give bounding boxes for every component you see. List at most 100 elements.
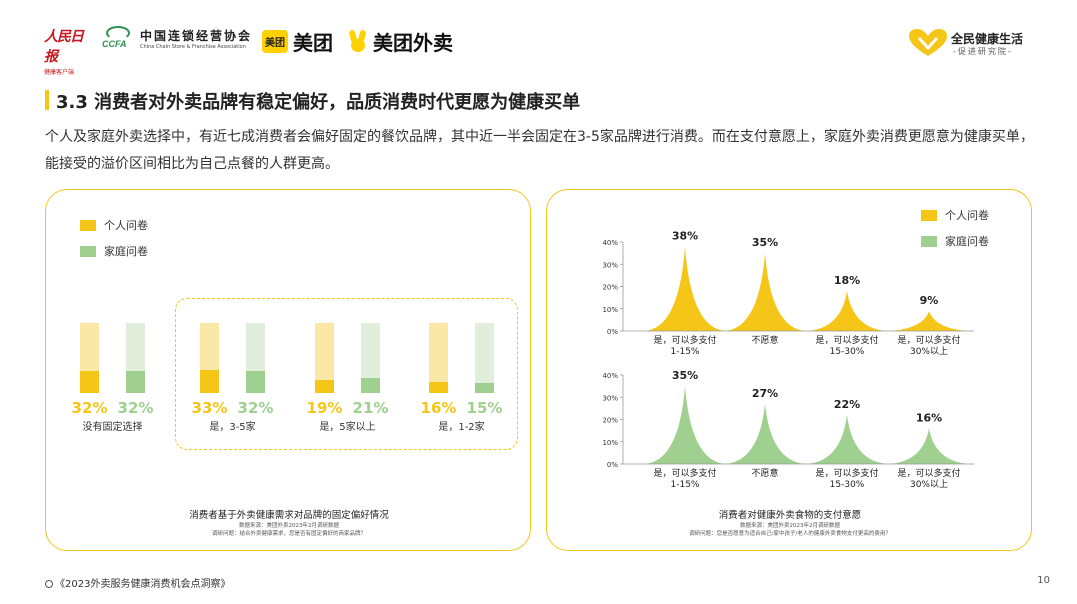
meituan-icon: 美团 [262, 29, 288, 53]
bar [475, 382, 494, 393]
y-tick-label: 10% [602, 306, 618, 314]
bar [429, 381, 448, 393]
x-category-label: 是，可以多支付 [653, 467, 716, 479]
legend-label-family: 家庭问卷 [945, 235, 989, 248]
ccfa-name: 中国连锁经营协会 [140, 29, 253, 43]
copyright-icon [45, 580, 53, 588]
brand-preference-panel: 个人问卷 家庭问卷 消费者基于外卖健康需求对品牌的固定偏好情况 数据来源：美团外… [45, 189, 531, 551]
y-tick-label: 20% [602, 284, 618, 292]
x-category-label: 1-15% [671, 480, 700, 490]
left-chart-title: 消费者基于外卖健康需求对品牌的固定偏好情况 [189, 510, 389, 521]
x-category-label: 是，可以多支付 [897, 334, 960, 346]
y-tick-label: 10% [602, 439, 618, 447]
quanmin-name: 全民健康生活 [951, 32, 1024, 46]
heart-icon [909, 29, 947, 56]
area-peak [888, 310, 970, 331]
y-tick-label: 30% [602, 394, 618, 402]
peak-value-label: 27% [752, 387, 778, 400]
category-label: 是，3-5家 [209, 422, 256, 433]
y-tick-label: 40% [602, 372, 618, 380]
quanmin-logo: 全民健康生活 -促进研究院- [907, 26, 1037, 60]
peak-value-label: 9% [920, 294, 939, 307]
quanmin-sub: -促进研究院- [953, 47, 1013, 56]
bar [361, 378, 380, 393]
ccfa-mark-text: CCFA [102, 39, 127, 49]
area-peak [724, 253, 806, 331]
brand-fixed-highlight-box [175, 298, 518, 450]
meituan-waimai-name: 美团外卖 [373, 30, 453, 55]
bar-background [361, 323, 380, 393]
meituan-name: 美团 [293, 30, 333, 55]
title-accent-bar [45, 90, 49, 110]
intro-paragraph: 个人及家庭外卖选择中，有近七成消费者会偏好固定的餐饮品牌，其中近一半会固定在3-… [45, 129, 1034, 172]
x-category-label: 不愿意 [751, 467, 778, 479]
peak-value-label: 38% [672, 229, 698, 242]
meituan-logo: 美团 美团 [262, 27, 333, 55]
header: 人民日报 健康客户端 CCFA 中国连锁经营协会 China Chain Sto… [44, 24, 1037, 76]
area-peak [806, 290, 888, 331]
y-tick-label: 40% [602, 239, 618, 247]
bar [315, 379, 334, 393]
category-label: 是，5家以上 [319, 422, 376, 433]
peak-value-label: 18% [834, 274, 860, 287]
x-category-label: 30%以上 [910, 479, 948, 490]
legend-item-personal: 个人问卷 [921, 207, 989, 223]
ccfa-icon: CCFA [102, 26, 136, 52]
bar-value-label: 32% [71, 399, 108, 417]
x-category-label: 是，可以多支付 [815, 467, 878, 479]
category-label: 没有固定选择 [82, 422, 143, 433]
payment-area-chart: 40%30%20%10%0%38%35%18%9%是，可以多支付1-15%不愿意… [602, 229, 974, 490]
x-category-label: 30%以上 [910, 346, 948, 357]
area-peak [644, 386, 726, 464]
x-category-label: 是，可以多支付 [815, 334, 878, 346]
peak-value-label: 35% [752, 236, 778, 249]
category-label: 是，1-2家 [438, 422, 485, 433]
legend-label-personal: 个人问卷 [104, 219, 148, 232]
y-tick-label: 0% [607, 328, 618, 336]
renmin-logo-sub: 健康客户端 [44, 69, 75, 76]
bar [126, 370, 145, 393]
bar-value-label: 16% [420, 399, 457, 417]
legend-swatch-personal [80, 219, 96, 231]
bar-background [315, 323, 334, 393]
page-number: 10 [1037, 575, 1050, 586]
bar [80, 370, 99, 393]
kangaroo-icon [348, 29, 368, 53]
right-legend: 个人问卷 家庭问卷 [921, 207, 989, 249]
bar [200, 369, 219, 393]
legend-swatch-personal [921, 209, 937, 221]
bar-value-label: 21% [352, 399, 389, 417]
y-tick-label: 0% [607, 461, 618, 469]
left-chart-question: 调研问题：结合外卖健康需求，您是否有固定偏好的商家品牌？ [211, 531, 366, 537]
x-category-label: 是，可以多支付 [653, 334, 716, 346]
bar-value-label: 32% [117, 399, 154, 417]
legend-label-personal: 个人问卷 [945, 209, 989, 222]
bar-value-label: 32% [237, 399, 274, 417]
bar-value-label: 19% [306, 399, 343, 417]
legend-swatch-family [921, 235, 937, 247]
right-chart-title: 消费者对健康外卖食物的支付意愿 [718, 510, 862, 521]
payment-willingness-panel: 个人问卷 家庭问卷 40% 30% 20% 10% 0% 38% 35% 18% 9% 是，可以多… [546, 189, 1032, 551]
left-legend: 个人问卷 家庭问卷 [80, 217, 148, 259]
bar-background [475, 323, 494, 393]
x-category-label: 15-30% [830, 480, 865, 490]
x-category-label: 1-15% [671, 347, 700, 357]
legend-item-family: 家庭问卷 [80, 243, 148, 259]
area-peak [806, 415, 888, 464]
area-peak [644, 246, 726, 331]
bar-value-label: 33% [191, 399, 228, 417]
x-category-label: 是，可以多支付 [897, 467, 960, 479]
legend-item-personal: 个人问卷 [80, 217, 148, 233]
bar-value-label: 15% [466, 399, 503, 417]
legend-item-family: 家庭问卷 [921, 233, 989, 249]
peak-value-label: 22% [834, 398, 860, 411]
footer-text: 《2023外卖服务健康消费机会点洞察》 [55, 579, 231, 590]
x-category-label: 15-30% [830, 347, 865, 357]
left-chart-source: 数据来源：美团外卖2023年2月调研数据 [239, 523, 339, 529]
renmin-logo-text: 人民日报 [44, 29, 84, 65]
renmin-logo: 人民日报 健康客户端 [44, 26, 92, 76]
area-peak [888, 428, 970, 464]
right-chart-source: 数据来源：美团外卖2023年2月调研数据 [740, 523, 840, 529]
y-tick-label: 20% [602, 417, 618, 425]
